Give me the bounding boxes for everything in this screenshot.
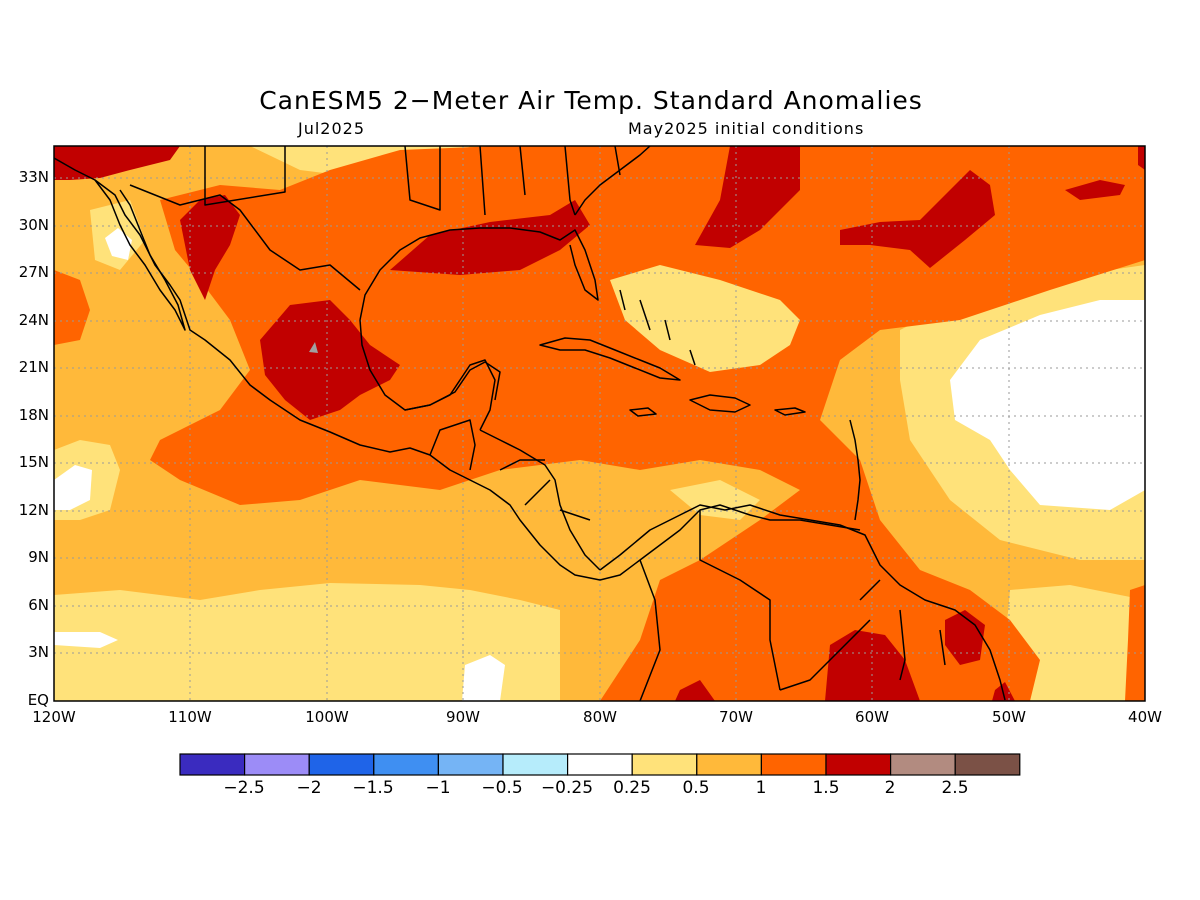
anomaly-region-red-gulfcoast — [390, 200, 590, 275]
anomaly-region-red-amazon1 — [675, 680, 715, 701]
colorbar-swatch — [825, 753, 892, 776]
lon-tick-90w: 90W — [446, 708, 480, 726]
lat-tick-6n: 6N — [28, 596, 49, 614]
lesser-antilles — [849, 419, 861, 521]
lat-tick-24n: 24N — [18, 311, 49, 329]
anomaly-region-light-bahamas — [610, 265, 800, 372]
anomaly-region-white-pacific2 — [54, 632, 118, 648]
init-conditions-label: May2025 initial conditions — [628, 119, 865, 138]
anomaly-region-light-southwest — [54, 583, 560, 701]
map-frame — [53, 145, 1146, 702]
anomaly-region-red-atlantic3 — [1065, 180, 1125, 200]
anomaly-region-white-atlantic — [950, 300, 1145, 510]
lon-tick-120w: 120W — [32, 708, 76, 726]
lon-tick-110w: 110W — [168, 708, 212, 726]
lat-tick-30n: 30N — [18, 216, 49, 234]
lon-tick-70w: 70W — [719, 708, 753, 726]
colorbar-label: 1 — [755, 778, 767, 798]
us-mexico-border — [129, 184, 361, 291]
anomaly-region-orange-gulf — [150, 146, 1145, 701]
anomaly-region-gray-mexico — [309, 342, 318, 353]
cuba — [539, 337, 681, 381]
colorbar-swatch — [760, 753, 827, 776]
lon-tick-50w: 50W — [992, 708, 1026, 726]
coastlines — [54, 146, 1006, 701]
bahamas — [619, 289, 696, 366]
us-state-borders — [204, 146, 621, 216]
colorbar-swatch — [244, 753, 310, 776]
lat-tick-3n: 3N — [28, 643, 49, 661]
jamaica — [629, 407, 657, 417]
colorbar-label: −0.25 — [540, 778, 594, 798]
lon-tick-100w: 100W — [305, 708, 349, 726]
yucatan-peninsula — [404, 361, 501, 411]
colorbar-swatch — [437, 753, 504, 776]
us-atlantic-coast — [574, 146, 651, 216]
anomaly-region-red-nw — [54, 146, 180, 180]
colorbar-swatch — [373, 753, 439, 776]
colorbar-label: −0.5 — [481, 778, 523, 798]
anomaly-region-white-pacific — [54, 465, 92, 510]
colorbar-label: 2 — [884, 778, 896, 798]
lat-tick-12n: 12N — [18, 501, 49, 519]
anomaly-region-light-colombia — [670, 480, 760, 520]
colorbar-swatch — [308, 753, 375, 776]
lat-tick-9n: 9N — [28, 548, 49, 566]
colorbar-label: 2.5 — [941, 778, 969, 798]
anomaly-region-orange-west — [54, 270, 90, 345]
lon-tick-40w: 40W — [1128, 708, 1162, 726]
anomaly-region-red-mexico — [260, 300, 400, 420]
lon-tick-60w: 60W — [855, 708, 889, 726]
anomaly-region-red-atlantic2 — [840, 170, 995, 268]
colorbar-label: −2.5 — [223, 778, 265, 798]
colorbar-swatch — [566, 753, 633, 776]
anomaly-region-red-sonora — [180, 195, 240, 300]
south-america-borders — [639, 510, 946, 701]
colorbar-label: −2 — [296, 778, 322, 798]
lat-tick-15n: 15N — [18, 453, 49, 471]
colorbar-swatch — [631, 753, 698, 776]
hispaniola — [689, 394, 751, 413]
anomaly-region-red-venezuela — [825, 630, 920, 701]
valid-month-label: Jul2025 — [298, 119, 366, 138]
anomaly-region-white-pacific3 — [462, 655, 505, 701]
colorbar-label: 1.5 — [812, 778, 840, 798]
gulf-coast — [359, 227, 599, 321]
anomaly-region-orange-se-atlantic — [1125, 585, 1145, 701]
central-america-caribbean — [479, 429, 601, 571]
anomaly-field — [54, 146, 1145, 701]
colorbar-label: 0.25 — [613, 778, 651, 798]
puerto-rico — [774, 407, 806, 416]
south-america-north-coast — [599, 504, 1006, 701]
lat-tick-eq: EQ — [27, 691, 49, 709]
lon-tick-80w: 80W — [583, 708, 617, 726]
colorbar-swatch — [696, 753, 762, 776]
colorbar-label: −1 — [425, 778, 451, 798]
colorbar-label: 0.5 — [682, 778, 710, 798]
map-title: CanESM5 2−Meter Air Temp. Standard Anoma… — [259, 86, 923, 115]
colorbar — [179, 753, 1021, 776]
colorbar-swatch — [954, 753, 1021, 776]
anomaly-region-red-guiana — [945, 610, 985, 665]
central-america-borders — [429, 419, 591, 521]
lat-tick-18n: 18N — [18, 406, 49, 424]
lat-tick-21n: 21N — [18, 358, 49, 376]
colorbar-swatch — [502, 753, 569, 776]
colorbar-swatch — [179, 753, 246, 776]
colorbar-label: −1.5 — [352, 778, 394, 798]
anomaly-region-red-atlantic4 — [1138, 146, 1145, 170]
anomaly-region-red-atlantic1 — [695, 146, 800, 248]
baja-peninsula — [94, 179, 186, 331]
lat-tick-27n: 27N — [18, 263, 49, 281]
lat-tick-33n: 33N — [18, 168, 49, 186]
colorbar-swatch — [889, 753, 956, 776]
